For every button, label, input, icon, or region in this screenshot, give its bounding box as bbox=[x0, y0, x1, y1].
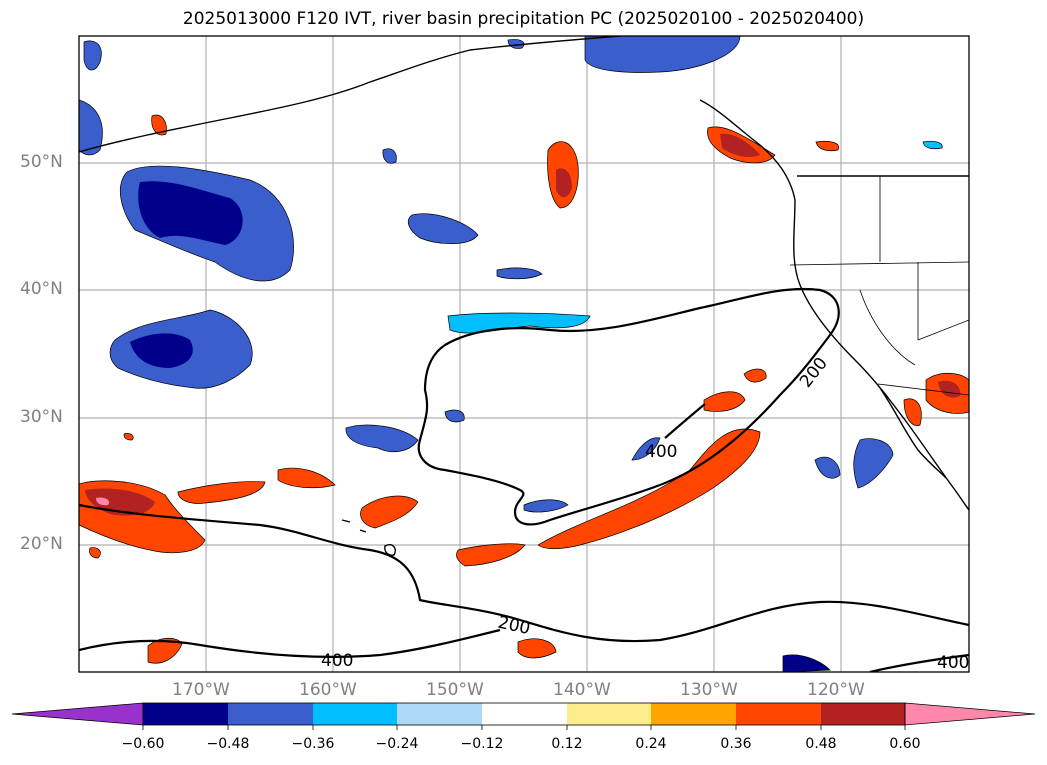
positive-pc-regions bbox=[79, 114, 969, 664]
colorbar-tick-label: 0.12 bbox=[551, 736, 583, 752]
pos-region bbox=[123, 433, 134, 441]
colorbar-ticks bbox=[142, 725, 906, 730]
pos-region bbox=[151, 114, 167, 136]
pos-region-core bbox=[556, 168, 572, 198]
pos-region bbox=[89, 547, 101, 559]
colorbar-tick-label: 0.24 bbox=[635, 736, 667, 752]
pos-region bbox=[517, 638, 557, 659]
colorbar-segment bbox=[651, 703, 736, 725]
pos-region bbox=[703, 391, 746, 412]
ivt-contour-400-east bbox=[869, 653, 969, 672]
neg-region bbox=[523, 499, 569, 513]
pos-region bbox=[537, 428, 761, 550]
colorbar-tick-label: −0.36 bbox=[291, 736, 335, 752]
pos-region bbox=[815, 140, 840, 152]
lon-label-160w: 160°W bbox=[299, 680, 357, 700]
neg-region-core bbox=[130, 333, 193, 368]
neg-region bbox=[496, 267, 543, 280]
neg-region-core bbox=[138, 181, 243, 245]
neg-region bbox=[631, 437, 661, 461]
map-title: 2025013000 F120 IVT, river basin precipi… bbox=[182, 9, 865, 29]
us-states bbox=[789, 176, 969, 396]
colorbar-segment bbox=[567, 703, 651, 725]
contour-label-400: 400 bbox=[937, 653, 969, 673]
colorbar-tick-label: −0.60 bbox=[121, 736, 165, 752]
colorbar-segment bbox=[397, 703, 482, 725]
pos-region bbox=[743, 368, 767, 383]
colorbar-segment bbox=[313, 703, 397, 725]
colorbar-tick-label: −0.48 bbox=[206, 736, 250, 752]
baja-coast bbox=[879, 387, 947, 479]
neg-region bbox=[814, 456, 841, 479]
lat-label-40n: 40°N bbox=[20, 279, 63, 299]
lat-label-30n: 30°N bbox=[20, 407, 63, 427]
neg-region bbox=[922, 140, 943, 150]
colorbar-tick-label: 0.48 bbox=[805, 736, 837, 752]
colorbar-segment bbox=[736, 703, 821, 725]
colorbar-outline bbox=[142, 702, 906, 726]
colorbar-segment bbox=[143, 703, 228, 725]
colorbar-segment bbox=[821, 703, 905, 725]
lon-label-150w: 150°W bbox=[426, 680, 484, 700]
lon-label-140w: 140°W bbox=[553, 680, 611, 700]
colorbar-extend-high bbox=[904, 702, 1036, 726]
contour-label-400: 400 bbox=[321, 651, 353, 671]
ivt-contour-400-mid bbox=[664, 403, 706, 439]
lon-label-120w: 120°W bbox=[807, 680, 865, 700]
lon-label-130w: 130°W bbox=[680, 680, 738, 700]
negative-pc-regions bbox=[79, 36, 943, 672]
contour-label-200: 200 bbox=[796, 354, 832, 392]
lon-label-170w: 170°W bbox=[172, 680, 230, 700]
ivt-contours bbox=[79, 287, 969, 672]
colorbar-segment bbox=[482, 703, 567, 725]
lat-label-20n: 20°N bbox=[20, 534, 63, 554]
pos-region bbox=[456, 543, 526, 567]
neg-region bbox=[407, 213, 479, 245]
pos-region-peak bbox=[96, 497, 110, 506]
neg-region bbox=[507, 39, 525, 49]
ivt-contour-400-west bbox=[79, 628, 501, 659]
contour-label-400: 400 bbox=[645, 442, 677, 462]
colorbar-extend-low bbox=[11, 702, 144, 726]
alaska-coast bbox=[79, 36, 621, 153]
neg-region bbox=[444, 409, 465, 423]
pos-region bbox=[147, 637, 183, 664]
ivt-contour-200-east bbox=[417, 287, 840, 526]
neg-region bbox=[79, 99, 103, 156]
neg-region bbox=[345, 424, 419, 453]
neg-region bbox=[584, 36, 741, 73]
colorbar-tick-label: 0.60 bbox=[889, 736, 921, 752]
pos-region-core bbox=[720, 133, 760, 158]
neg-region bbox=[382, 148, 397, 164]
contour-label-200: 200 bbox=[496, 613, 532, 639]
pos-region bbox=[360, 495, 419, 529]
colorbar-tick-label: −0.12 bbox=[460, 736, 504, 752]
lat-label-50n: 50°N bbox=[20, 152, 63, 172]
neg-region bbox=[782, 654, 831, 672]
pos-region bbox=[903, 398, 922, 426]
colorbar-segment bbox=[228, 703, 313, 725]
colorbar-tick-label: 0.36 bbox=[720, 736, 752, 752]
pos-region bbox=[177, 481, 266, 504]
coastlines bbox=[79, 36, 969, 556]
neg-region bbox=[83, 40, 102, 71]
ivt-contour-200-south bbox=[79, 503, 969, 643]
map-frame bbox=[78, 35, 970, 673]
colorbar-tick-label: −0.24 bbox=[375, 736, 419, 752]
colorbar bbox=[11, 702, 1036, 730]
neg-region bbox=[853, 438, 894, 489]
pos-region bbox=[277, 467, 336, 489]
map-area: 200 200 400 400 400 bbox=[79, 36, 969, 673]
hawaii bbox=[341, 519, 396, 556]
